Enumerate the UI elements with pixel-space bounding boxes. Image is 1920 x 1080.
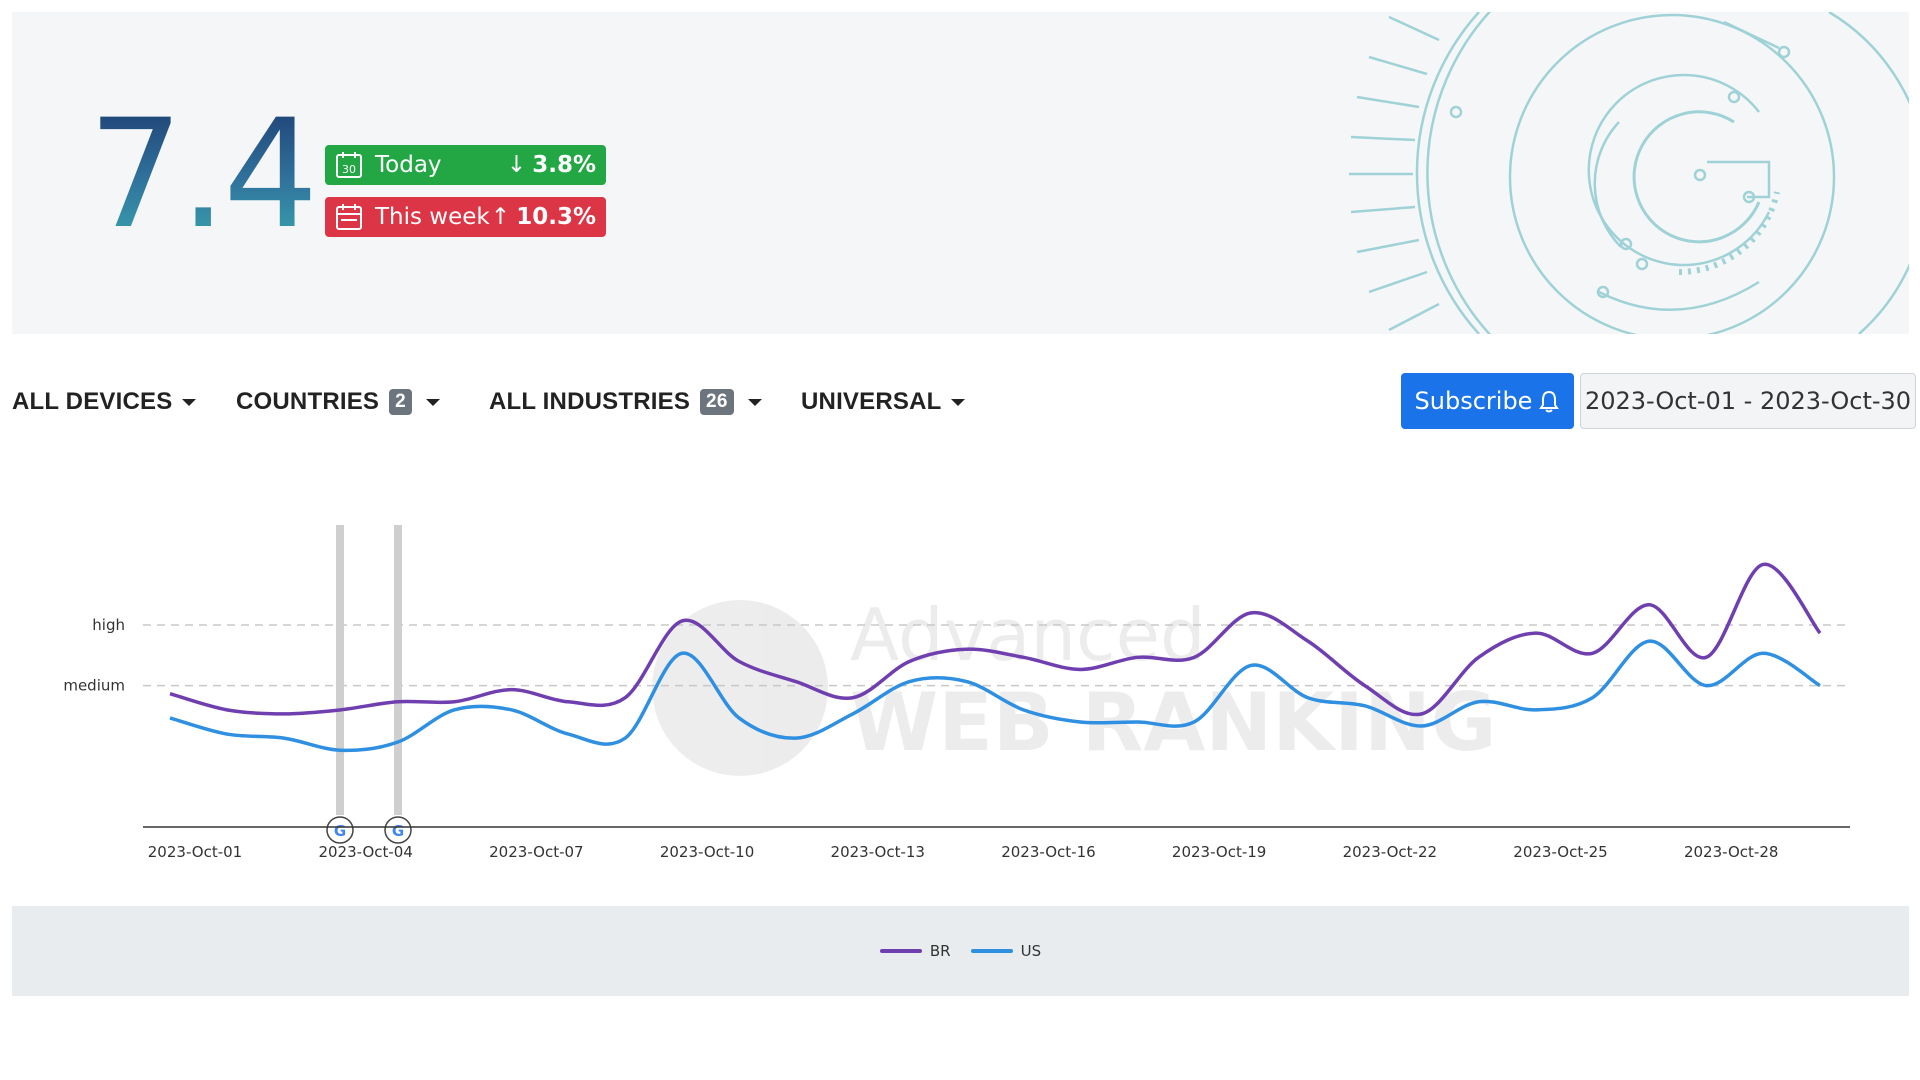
- devices-label: ALL DEVICES: [12, 388, 173, 415]
- chart-legend: BR US: [12, 906, 1909, 996]
- x-tick-label: 2023-Oct-22: [1343, 843, 1437, 861]
- countries-count-badge: 2: [389, 389, 412, 415]
- calendar-week-icon: [336, 204, 362, 230]
- legend-label: BR: [929, 942, 951, 960]
- legend-swatch: [970, 949, 1013, 953]
- caret-down-icon: [951, 398, 966, 406]
- watermark-logo: Advanced WEB RANKING: [652, 593, 1497, 776]
- level-label-high: high: [92, 616, 125, 634]
- update-marker-bar[interactable]: [394, 525, 402, 815]
- update-marker-bar[interactable]: [336, 525, 344, 815]
- volatility-score: 7.4: [88, 88, 319, 262]
- score-hero: 7.4 30 Today ↓ 3.8% This week ↑ 10.3%: [12, 12, 1909, 334]
- week-change: 10.3%: [516, 204, 596, 230]
- week-badge: This week ↑ 10.3%: [325, 197, 606, 237]
- google-g-glyph: G: [334, 822, 346, 840]
- google-g-glyph: G: [392, 822, 404, 840]
- today-label: Today: [375, 152, 442, 178]
- industries-label: ALL INDUSTRIES: [489, 388, 691, 415]
- series-line-br[interactable]: [169, 562, 1822, 717]
- calendar-day-number: 30: [342, 163, 356, 176]
- arrow-down-icon: ↓: [506, 152, 527, 178]
- google-update-icon[interactable]: [326, 816, 354, 844]
- bell-icon: [1539, 390, 1560, 413]
- caret-down-icon: [182, 398, 197, 406]
- google-update-icon[interactable]: [384, 816, 412, 844]
- legend-item-br[interactable]: BR: [879, 942, 951, 960]
- caret-down-icon: [425, 398, 440, 406]
- universal-label: UNIVERSAL: [801, 388, 942, 415]
- volatility-chart: Advanced WEB RANKING high medium G G 2023-…: [63, 525, 1850, 861]
- x-tick-label: 2023-Oct-10: [660, 843, 754, 861]
- caret-down-icon: [747, 398, 762, 406]
- industries-dropdown[interactable]: ALL INDUSTRIES 26: [489, 388, 762, 416]
- subscribe-label: Subscribe: [1414, 387, 1533, 415]
- x-tick-label: 2023-Oct-16: [1001, 843, 1095, 861]
- google-circuit-decoration: [1349, 12, 1909, 334]
- subscribe-button[interactable]: Subscribe: [1401, 373, 1574, 429]
- legend-item-us[interactable]: US: [970, 942, 1042, 960]
- industries-count-badge: 26: [700, 389, 734, 415]
- week-label: This week: [375, 204, 490, 230]
- level-label-medium: medium: [63, 677, 125, 695]
- x-tick-label: 2023-Oct-01: [148, 843, 242, 861]
- countries-dropdown[interactable]: COUNTRIES 2: [236, 388, 440, 416]
- devices-dropdown[interactable]: ALL DEVICES: [12, 388, 197, 416]
- today-badge: 30 Today ↓ 3.8%: [325, 145, 606, 185]
- x-tick-label: 2023-Oct-19: [1172, 843, 1266, 861]
- legend-swatch: [879, 949, 922, 953]
- arrow-up-icon: ↑: [490, 204, 511, 230]
- calendar-today-icon: 30: [336, 152, 362, 178]
- svg-text:WEB RANKING: WEB RANKING: [850, 676, 1497, 769]
- x-tick-label: 2023-Oct-13: [831, 843, 925, 861]
- x-tick-label: 2023-Oct-07: [489, 843, 583, 861]
- series-line-us[interactable]: [169, 639, 1821, 753]
- today-change: 3.8%: [532, 152, 596, 178]
- x-tick-label: 2023-Oct-04: [318, 843, 412, 861]
- countries-label: COUNTRIES: [236, 388, 380, 415]
- x-tick-label: 2023-Oct-28: [1684, 843, 1778, 861]
- filter-toolbar: ALL DEVICES COUNTRIES 2 ALL INDUSTRIES 2…: [0, 370, 1920, 430]
- x-tick-label: 2023-Oct-25: [1513, 843, 1607, 861]
- date-range-picker[interactable]: 2023-Oct-01 - 2023-Oct-30: [1580, 373, 1916, 429]
- universal-dropdown[interactable]: UNIVERSAL: [801, 388, 966, 416]
- legend-label: US: [1020, 942, 1042, 960]
